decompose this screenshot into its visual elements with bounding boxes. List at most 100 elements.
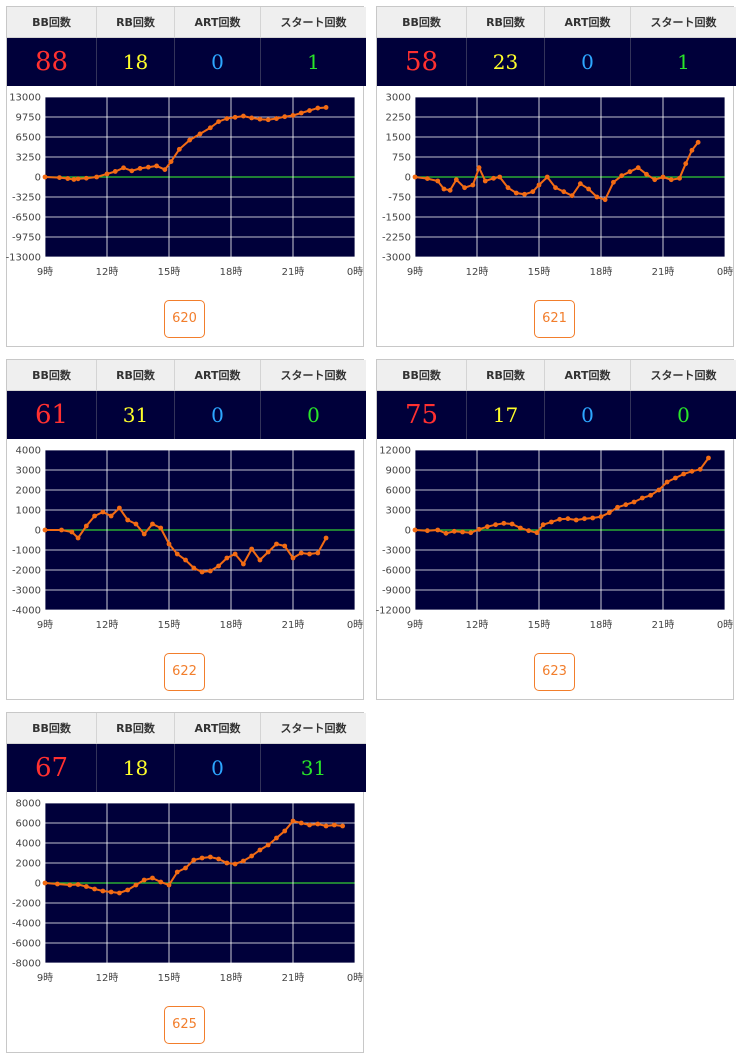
data-point xyxy=(656,487,662,493)
slump-line xyxy=(45,506,327,574)
machine-number-button[interactable]: 623 xyxy=(534,653,575,691)
data-point xyxy=(92,513,97,519)
data-point xyxy=(232,861,238,867)
y-tick-label: -3250 xyxy=(12,193,41,204)
data-point xyxy=(290,113,296,118)
x-tick-label: 21時 xyxy=(282,619,305,631)
data-point xyxy=(71,177,77,182)
machine-number-button[interactable]: 625 xyxy=(164,1006,205,1044)
data-point xyxy=(249,546,255,552)
data-point xyxy=(451,528,457,534)
y-tick-label: -1500 xyxy=(382,213,411,224)
machine-number-button[interactable]: 622 xyxy=(164,653,205,691)
data-point xyxy=(174,551,180,557)
machine-number-button[interactable]: 621 xyxy=(534,300,575,338)
x-tick-label: 15時 xyxy=(158,266,181,278)
y-tick-label: -4000 xyxy=(12,606,41,617)
data-point xyxy=(92,886,97,892)
y-tick-label: 1000 xyxy=(16,506,41,517)
data-point xyxy=(207,568,213,574)
data-point xyxy=(441,186,447,192)
slump-chart: 8000 6000 4000 2000 0 -2000 -4000 -6000 -8000 9時 1… xyxy=(12,799,363,985)
data-point xyxy=(315,550,321,556)
data-point xyxy=(307,108,312,113)
data-point xyxy=(493,522,498,528)
y-tick-label: 750 xyxy=(392,153,411,164)
data-point xyxy=(425,528,430,534)
data-point xyxy=(594,194,600,200)
x-tick-label: 0時 xyxy=(717,266,733,278)
data-point xyxy=(232,551,238,557)
data-point xyxy=(158,879,164,885)
data-point xyxy=(668,177,674,183)
y-tick-label: -2000 xyxy=(12,566,41,577)
x-tick-label: 12時 xyxy=(96,266,119,278)
x-tick-label: 0時 xyxy=(347,619,363,631)
start-count: 0 xyxy=(260,390,366,439)
data-point xyxy=(121,165,126,171)
y-tick-label: 6000 xyxy=(16,819,41,830)
data-point xyxy=(298,820,304,826)
data-point xyxy=(582,516,587,522)
data-point xyxy=(75,176,81,182)
data-point xyxy=(265,117,271,123)
data-point xyxy=(166,541,172,547)
stats-table: BB回数 RB回数 ART回数 スタート回数 61 31 0 0 xyxy=(7,360,366,439)
machine-number-button[interactable]: 620 xyxy=(164,300,205,338)
x-tick-label: 15時 xyxy=(528,266,551,278)
data-point xyxy=(191,565,197,571)
data-point xyxy=(590,515,596,521)
stats-table: BB回数 RB回数 ART回数 スタート回数 67 18 0 31 xyxy=(7,713,366,792)
y-tick-label: 2000 xyxy=(16,859,41,870)
data-point xyxy=(627,169,633,175)
x-tick-label: 9時 xyxy=(37,972,53,984)
data-point xyxy=(307,551,312,557)
x-tick-label: 12時 xyxy=(96,619,119,631)
slump-chart: 3000 2250 1500 750 0 -750 -1500 -2250 -3000 9時 12時… xyxy=(382,93,733,279)
data-point xyxy=(42,527,48,533)
data-point xyxy=(689,147,695,153)
data-point xyxy=(315,105,321,111)
data-point xyxy=(307,822,312,828)
data-point xyxy=(117,505,122,511)
y-tick-label: 0 xyxy=(405,173,411,184)
data-point xyxy=(112,169,118,174)
data-point xyxy=(673,475,678,481)
data-point xyxy=(412,174,418,180)
data-point xyxy=(282,114,288,120)
data-point xyxy=(282,828,288,834)
bb-count: 75 xyxy=(377,390,467,439)
data-point xyxy=(224,555,230,561)
header-art: ART回数 xyxy=(174,713,261,744)
data-point xyxy=(168,159,174,165)
y-tick-label: 3000 xyxy=(16,466,41,477)
data-point xyxy=(241,858,246,864)
data-point xyxy=(664,479,670,485)
data-point xyxy=(187,137,193,143)
y-tick-label: -9000 xyxy=(382,586,411,597)
x-tick-label: 9時 xyxy=(407,266,423,278)
y-tick-label: -8000 xyxy=(12,959,41,970)
x-tick-label: 18時 xyxy=(590,266,613,278)
data-point xyxy=(249,853,255,859)
data-point xyxy=(141,531,147,537)
data-point xyxy=(249,115,255,121)
data-point xyxy=(154,163,160,169)
data-point xyxy=(470,182,476,188)
stats-value-row: 67 18 0 31 xyxy=(7,743,366,792)
start-count: 1 xyxy=(260,37,366,86)
data-point xyxy=(191,857,197,863)
data-point xyxy=(706,455,711,461)
data-point xyxy=(491,175,496,181)
data-point xyxy=(598,514,604,520)
data-point xyxy=(133,521,139,527)
data-point xyxy=(635,165,641,171)
data-point xyxy=(476,526,482,532)
data-point xyxy=(315,821,321,827)
x-tick-label: 0時 xyxy=(347,972,363,984)
slump-line xyxy=(44,106,327,181)
data-point xyxy=(573,517,579,523)
x-tick-label: 15時 xyxy=(158,619,181,631)
y-tick-label: -750 xyxy=(388,193,411,204)
bb-count: 61 xyxy=(7,390,97,439)
